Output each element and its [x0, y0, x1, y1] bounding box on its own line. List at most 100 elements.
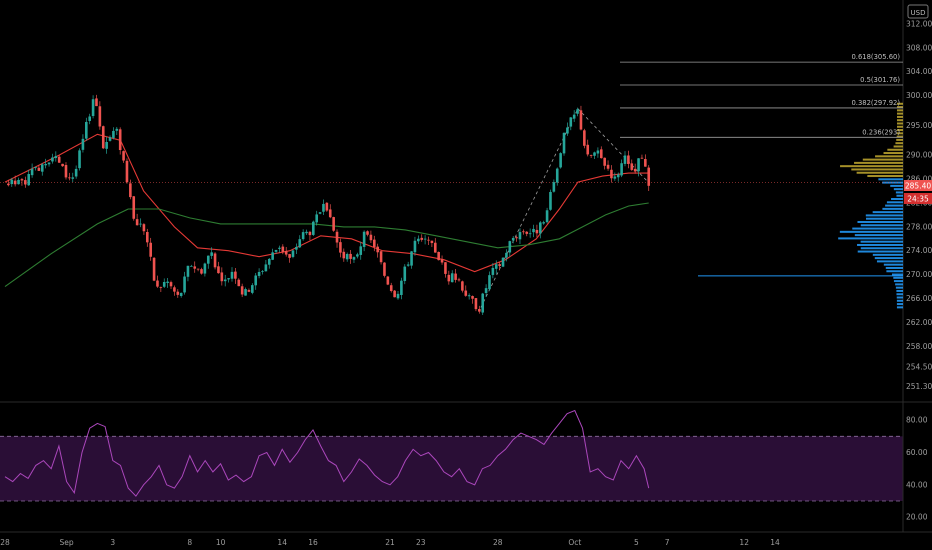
candle-down — [420, 237, 424, 240]
volume-profile-bar — [839, 230, 903, 233]
candle-down — [437, 251, 440, 261]
volume-profile-bar — [875, 155, 903, 158]
candle-up — [511, 237, 515, 241]
candle-up — [400, 280, 403, 295]
candle-up — [115, 128, 119, 131]
price-axis-tick: 251.30 — [906, 382, 932, 391]
candle-down — [284, 250, 288, 255]
candle-up — [305, 231, 308, 234]
candle-down — [342, 251, 346, 259]
volume-profile-bar — [896, 129, 903, 132]
candle-up — [257, 271, 261, 276]
price-axis-tick: 262.00 — [906, 318, 932, 327]
candle-down — [288, 254, 291, 258]
fib-level-label: 0.382(297.92) — [851, 99, 900, 107]
currency-badge[interactable]: USD — [907, 4, 929, 19]
price-axis-tick: 286.00 — [906, 175, 932, 184]
candle-up — [54, 156, 58, 159]
candle-up — [230, 271, 234, 279]
price-axis-tick: 300.00 — [906, 91, 932, 100]
candle-down — [515, 237, 518, 239]
volume-profile-bar — [896, 122, 903, 125]
volume-profile-bar — [897, 109, 903, 112]
volume-profile-bar — [893, 188, 903, 191]
volume-profile-bar — [883, 152, 903, 155]
rsi-band-fill — [0, 436, 903, 501]
candle-down — [325, 202, 329, 211]
volume-profile-bar — [896, 138, 903, 141]
candle-up — [85, 121, 88, 139]
candle-up — [539, 222, 542, 234]
candle-up — [251, 285, 254, 293]
candle-down — [454, 273, 457, 280]
volume-profile-bar — [857, 250, 903, 253]
candle-down — [122, 151, 125, 161]
candle-up — [166, 281, 169, 283]
time-axis-tick: 7 — [665, 538, 670, 547]
candle-down — [610, 169, 613, 179]
volume-profile-bar — [886, 201, 903, 204]
last-price-value: 285.40 — [905, 182, 931, 191]
candle-up — [569, 117, 573, 127]
candle-down — [389, 285, 393, 291]
volume-profile-bar — [860, 247, 903, 250]
candle-up — [359, 246, 363, 255]
time-axis-tick: 10 — [216, 538, 226, 547]
moving-averages — [4, 133, 649, 288]
candle-up — [206, 255, 210, 264]
candle-down — [234, 271, 237, 279]
candle-up — [244, 289, 247, 296]
rsi-band — [0, 435, 903, 502]
candle-down — [498, 264, 501, 267]
time-axis-tick: 12 — [739, 538, 749, 547]
candle-down — [132, 196, 136, 219]
candle-down — [440, 259, 444, 263]
candle-up — [491, 267, 495, 275]
time-axis-tick: Oct — [568, 538, 581, 547]
candle-down — [630, 163, 634, 170]
last-price-label: 285.40 — [904, 180, 932, 191]
candle-up — [183, 276, 186, 293]
candle-up — [227, 278, 230, 280]
candle-up — [450, 273, 454, 283]
candle-down — [332, 217, 335, 231]
candle-up — [528, 233, 532, 235]
volume-profile-bar — [896, 303, 903, 306]
volume-profile-bar — [860, 224, 903, 227]
candle-down — [247, 290, 251, 292]
volume-profile-bar — [887, 148, 903, 151]
volume-profile-bar — [897, 112, 903, 115]
candle-down — [644, 159, 647, 167]
volume-profile-bar — [838, 237, 903, 240]
candle-up — [291, 250, 295, 257]
candle-up — [613, 176, 617, 179]
candle-down — [633, 168, 637, 172]
candle-up — [301, 232, 305, 240]
candle-down — [447, 274, 451, 282]
volume-profile-bar — [867, 175, 903, 178]
volume-profile-bar — [874, 257, 903, 260]
candle-down — [61, 163, 64, 167]
price-axis-tick: 295.00 — [906, 121, 932, 130]
candle-up — [356, 254, 359, 257]
volume-profile-bar — [896, 119, 903, 122]
candle-up — [312, 221, 315, 235]
candle-down — [118, 129, 122, 151]
candle-up — [71, 177, 75, 179]
price-axis-tick: 278.00 — [906, 222, 932, 231]
bar-countdown-value: 24:35 — [907, 195, 929, 204]
candle-up — [179, 292, 183, 296]
candle-up — [566, 127, 569, 134]
candle-up — [542, 222, 545, 224]
candle-up — [484, 288, 488, 294]
rsi-axis-tick: 60.00 — [906, 448, 928, 457]
candle-up — [190, 265, 193, 267]
candle-up — [81, 138, 85, 150]
candle-up — [552, 182, 556, 192]
volume-profile-bar — [897, 115, 903, 118]
volume-profile-bar — [893, 276, 903, 279]
candle-down — [335, 231, 339, 243]
candle-up — [274, 249, 278, 252]
volume-profile-bar — [840, 165, 903, 168]
